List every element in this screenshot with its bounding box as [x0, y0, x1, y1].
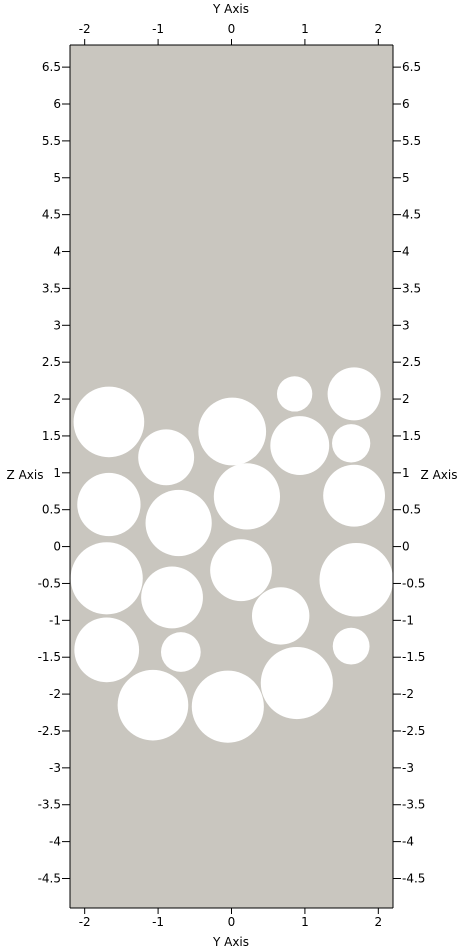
- particle-circle: [333, 628, 370, 665]
- y-tick-label-right: 4.5: [402, 208, 421, 222]
- y-tick-label-left: 6: [53, 97, 61, 111]
- x-tick-label-top: -2: [79, 22, 91, 36]
- y-tick-label-right: 3.5: [402, 281, 421, 295]
- particle-circle: [138, 429, 194, 485]
- particle-circle: [261, 647, 333, 719]
- y-tick-label-right: -0.5: [402, 576, 425, 590]
- particle-circle: [141, 567, 203, 629]
- particle-circle: [320, 543, 394, 617]
- y-tick-label-left: 5.5: [42, 134, 61, 148]
- y-tick-label-right: 2.5: [402, 355, 421, 369]
- particle-circle: [161, 632, 201, 672]
- x-tick-label-bottom: -2: [79, 915, 91, 929]
- y-tick-label-left: -0.5: [38, 576, 61, 590]
- y-tick-label-right: -2.5: [402, 724, 425, 738]
- particle-circle: [77, 473, 140, 536]
- left-axis-title: Z Axis: [7, 468, 44, 482]
- y-tick-label-left: -3: [49, 761, 61, 775]
- y-tick-label-right: 5: [402, 171, 410, 185]
- y-tick-label-right: -4: [402, 835, 414, 849]
- particle-circle: [270, 416, 329, 475]
- particle-circle: [74, 617, 139, 682]
- particle-circle: [277, 376, 312, 411]
- y-tick-label-left: -4.5: [38, 871, 61, 885]
- particle-circle: [74, 387, 145, 458]
- particle-circle: [210, 539, 272, 601]
- bottom-axis-title: Y Axis: [212, 935, 249, 949]
- y-tick-label-left: 3: [53, 318, 61, 332]
- y-tick-label-left: 0: [53, 540, 61, 554]
- y-tick-label-left: -1.5: [38, 650, 61, 664]
- y-tick-label-left: -2: [49, 687, 61, 701]
- x-tick-label-bottom: -1: [152, 915, 164, 929]
- x-tick-label-top: 2: [374, 22, 382, 36]
- particle-circle: [71, 542, 143, 614]
- y-tick-label-right: -4.5: [402, 871, 425, 885]
- particle-circle: [198, 398, 266, 466]
- y-tick-label-right: 3: [402, 318, 410, 332]
- x-tick-label-top: 0: [228, 22, 236, 36]
- x-tick-label-bottom: 2: [374, 915, 382, 929]
- particle-circle: [192, 671, 264, 743]
- y-tick-label-right: 6: [402, 97, 410, 111]
- y-tick-label-right: 4: [402, 245, 410, 259]
- y-tick-label-left: 2.5: [42, 355, 61, 369]
- y-tick-label-left: 0.5: [42, 503, 61, 517]
- x-tick-label-bottom: 0: [228, 915, 236, 929]
- y-tick-label-left: 6.5: [42, 60, 61, 74]
- y-tick-label-left: 5: [53, 171, 61, 185]
- y-tick-label-right: 5.5: [402, 134, 421, 148]
- y-tick-label-right: 2: [402, 392, 410, 406]
- y-tick-label-right: 0.5: [402, 503, 421, 517]
- y-tick-label-right: 0: [402, 540, 410, 554]
- x-tick-label-bottom: 1: [301, 915, 309, 929]
- particle-circle: [252, 587, 309, 644]
- y-tick-label-right: -1: [402, 613, 414, 627]
- particle-circle: [118, 670, 189, 741]
- y-tick-label-right: 1.5: [402, 429, 421, 443]
- y-tick-label-right: 6.5: [402, 60, 421, 74]
- y-tick-label-right: 1: [402, 466, 410, 480]
- y-tick-label-right: -3: [402, 761, 414, 775]
- y-tick-label-left: 2: [53, 392, 61, 406]
- y-tick-label-left: -1: [49, 613, 61, 627]
- y-tick-label-right: -2: [402, 687, 414, 701]
- y-tick-label-right: -1.5: [402, 650, 425, 664]
- y-tick-label-left: 1: [53, 466, 61, 480]
- x-tick-label-top: -1: [152, 22, 164, 36]
- x-tick-label-top: 1: [301, 22, 309, 36]
- y-tick-label-left: 3.5: [42, 281, 61, 295]
- particle-circle: [332, 424, 370, 462]
- top-axis-title: Y Axis: [212, 2, 249, 16]
- y-tick-label-right: -3.5: [402, 798, 425, 812]
- particle-circle: [328, 367, 381, 420]
- particle-circle: [214, 463, 280, 529]
- particle-circle: [146, 490, 212, 556]
- y-tick-label-left: -3.5: [38, 798, 61, 812]
- right-axis-title: Z Axis: [421, 468, 458, 482]
- y-tick-label-left: -4: [49, 835, 61, 849]
- y-tick-label-left: 4: [53, 245, 61, 259]
- y-tick-label-left: -2.5: [38, 724, 61, 738]
- particle-circle: [323, 465, 385, 527]
- y-tick-label-left: 1.5: [42, 429, 61, 443]
- y-tick-label-left: 4.5: [42, 208, 61, 222]
